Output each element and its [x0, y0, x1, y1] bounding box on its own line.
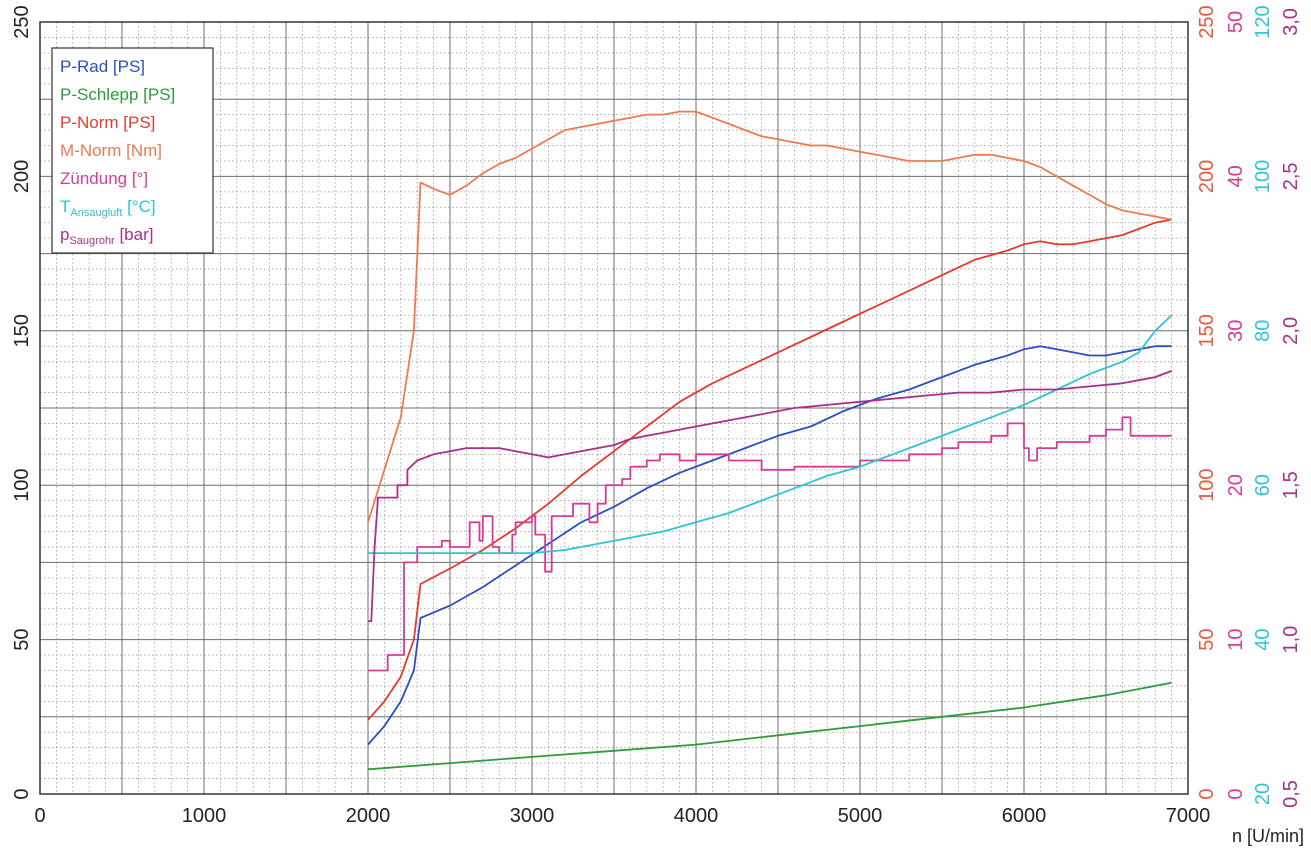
series-line-4 — [367, 110, 1172, 523]
right-axis-1-tick-label: 50 — [1196, 628, 1218, 650]
right-axis-4-tick-label: 0,5 — [1280, 780, 1302, 808]
y-tick-label: 50 — [11, 628, 33, 650]
right-axis-1-tick-label: 250 — [1196, 5, 1218, 38]
grid-minor — [40, 22, 1188, 794]
right-axis-2-tick-label: 50 — [1225, 11, 1247, 33]
x-tick-label: 2000 — [346, 805, 391, 827]
right-axis-4-tick-label: 2,5 — [1280, 162, 1302, 190]
x-tick-label: 1000 — [182, 805, 227, 827]
right-axis-2-tick-label: 40 — [1225, 165, 1247, 187]
series-line-7 — [368, 370, 1172, 622]
right-axis-2-tick-label: 0 — [1225, 788, 1247, 799]
right-axis-3-tick-label: 120 — [1252, 5, 1274, 38]
right-axis-3-tick-label: 40 — [1252, 628, 1274, 650]
x-tick-label: 7000 — [1166, 805, 1211, 827]
right-axis-1-tick-label: 0 — [1196, 788, 1218, 799]
x-axis-label: n [U/min] — [1232, 826, 1304, 846]
x-tick-label: 4000 — [674, 805, 719, 827]
right-axis-4-tick-label: 1,0 — [1280, 626, 1302, 654]
y-tick-label: 0 — [11, 788, 33, 799]
legend-entry: P-Norm [PS] — [60, 113, 155, 132]
y-tick-label: 200 — [11, 160, 33, 193]
legend-entry: pSaugrohr [bar] — [60, 225, 153, 247]
series-layer — [367, 110, 1173, 771]
legend-entry: TAnsaugluft [°C] — [60, 197, 156, 219]
series-line-2 — [367, 681, 1172, 771]
y-tick-label: 250 — [11, 5, 33, 38]
right-axis-4-tick-label: 2,0 — [1280, 317, 1302, 345]
right-axis-2-tick-label: 10 — [1225, 628, 1247, 650]
x-tick-label: 0 — [34, 805, 45, 827]
right-axes-ticks: 0 50 100 150 200 250 0 10 20 30 40 50 20 40 60 80 100 120… — [1196, 5, 1302, 808]
right-axis-2-tick-label: 30 — [1225, 320, 1247, 342]
right-axis-3-tick-label: 100 — [1252, 160, 1274, 193]
series-line-1 — [367, 345, 1172, 746]
x-tick-label: 6000 — [1002, 805, 1047, 827]
legend-box — [51, 47, 214, 254]
left-axis-ticks: 0 50 100 150 200 250 — [11, 5, 33, 799]
x-tick-label: 5000 — [838, 805, 883, 827]
right-axis-2-tick-label: 20 — [1225, 474, 1247, 496]
right-axis-1-tick-label: 200 — [1196, 160, 1218, 193]
right-axis-1-tick-label: 100 — [1196, 469, 1218, 502]
legend-entry: P-Rad [PS] — [60, 57, 145, 76]
right-axis-4-tick-label: 3,0 — [1280, 8, 1302, 36]
legend-entry: Zündung [°] — [60, 169, 148, 188]
bottom-axis-ticks: 0 1000 2000 3000 4000 5000 6000 7000 — [34, 805, 1210, 827]
series-line-3 — [367, 218, 1172, 721]
right-axis-1-tick-label: 150 — [1196, 314, 1218, 347]
right-axis-4-tick-label: 1,5 — [1280, 471, 1302, 499]
y-tick-label: 100 — [11, 469, 33, 502]
legend-entry: P-Schlepp [PS] — [60, 85, 175, 104]
plot-frame — [39, 21, 1189, 795]
right-axis-3-tick-label: 80 — [1252, 320, 1274, 342]
series-line-5 — [368, 416, 1172, 672]
right-axis-3-tick-label: 60 — [1252, 474, 1274, 496]
x-tick-label: 3000 — [510, 805, 555, 827]
y-tick-label: 150 — [11, 314, 33, 347]
legend: P-Rad [PS] P-Schlepp [PS] P-Norm [PS] M-Nor… — [51, 47, 214, 254]
legend-items: P-Rad [PS] P-Schlepp [PS] P-Norm [PS] M-Nor… — [60, 57, 175, 247]
legend-entry: M-Norm [Nm] — [60, 141, 162, 160]
series-line-6 — [368, 314, 1173, 554]
right-axis-3-tick-label: 20 — [1252, 783, 1274, 805]
